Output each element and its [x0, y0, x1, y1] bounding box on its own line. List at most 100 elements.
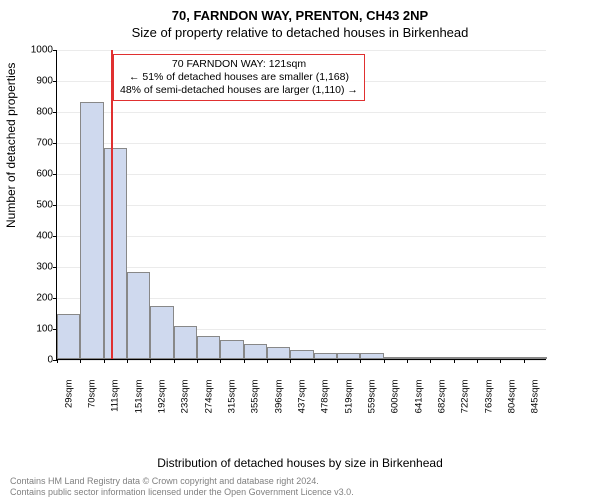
x-tick-label: 804sqm [507, 380, 518, 420]
y-tick [53, 81, 57, 82]
x-tick-label: 763sqm [483, 380, 494, 420]
x-axis-label: Distribution of detached houses by size … [0, 456, 600, 470]
x-tick-label: 641sqm [413, 380, 424, 420]
bar [337, 353, 360, 359]
bar [244, 344, 267, 360]
footer-line2: Contains public sector information licen… [10, 487, 354, 498]
bar [150, 306, 173, 359]
annotation-box: 70 FARNDON WAY: 121sqm← 51% of detached … [113, 54, 365, 101]
x-tick [477, 359, 478, 363]
x-tick [454, 359, 455, 363]
x-tick-label: 845sqm [530, 380, 541, 420]
annotation-line: ← 51% of detached houses are smaller (1,… [120, 71, 358, 84]
y-tick-label: 100 [27, 324, 53, 335]
plot-area: 0100200300400500600700800900100029sqm70s… [56, 50, 546, 360]
y-tick-label: 0 [27, 355, 53, 366]
x-tick-label: 437sqm [297, 380, 308, 420]
bar [290, 350, 313, 359]
annotation-line: 70 FARNDON WAY: 121sqm [120, 58, 358, 71]
x-tick [57, 359, 58, 363]
y-tick-label: 500 [27, 200, 53, 211]
x-tick [384, 359, 385, 363]
x-tick [197, 359, 198, 363]
x-tick-label: 192sqm [157, 380, 168, 420]
x-tick-label: 233sqm [180, 380, 191, 420]
x-tick-label: 519sqm [343, 380, 354, 420]
gridline [57, 112, 546, 113]
x-tick [407, 359, 408, 363]
gridline [57, 267, 546, 268]
x-tick [127, 359, 128, 363]
x-tick-label: 151sqm [133, 380, 144, 420]
bar [384, 357, 407, 359]
gridline [57, 50, 546, 51]
bar [454, 357, 477, 359]
gridline [57, 174, 546, 175]
y-tick-label: 700 [27, 138, 53, 149]
bar [500, 357, 523, 359]
y-tick-label: 400 [27, 231, 53, 242]
chart: 0100200300400500600700800900100029sqm70s… [56, 50, 574, 405]
x-tick [220, 359, 221, 363]
bar [174, 326, 197, 359]
y-tick [53, 267, 57, 268]
y-tick [53, 174, 57, 175]
bar [104, 148, 127, 359]
bar [430, 357, 453, 359]
x-tick-label: 274sqm [203, 380, 214, 420]
y-tick-label: 900 [27, 76, 53, 87]
bar [197, 336, 220, 359]
x-tick [314, 359, 315, 363]
annotation-line: 48% of semi-detached houses are larger (… [120, 84, 358, 97]
gridline [57, 236, 546, 237]
title-sub: Size of property relative to detached ho… [0, 23, 600, 46]
bar [477, 357, 500, 359]
gridline [57, 143, 546, 144]
y-tick-label: 1000 [27, 45, 53, 56]
bar [80, 102, 103, 359]
y-tick [53, 205, 57, 206]
x-tick [150, 359, 151, 363]
x-tick-label: 600sqm [390, 380, 401, 420]
x-tick-label: 682sqm [437, 380, 448, 420]
y-tick [53, 143, 57, 144]
x-tick [360, 359, 361, 363]
bar [407, 357, 430, 359]
x-tick [524, 359, 525, 363]
y-tick-label: 200 [27, 293, 53, 304]
x-tick-label: 722sqm [460, 380, 471, 420]
footer: Contains HM Land Registry data © Crown c… [10, 476, 354, 498]
x-tick-label: 559sqm [367, 380, 378, 420]
x-tick [337, 359, 338, 363]
x-tick [80, 359, 81, 363]
x-tick [104, 359, 105, 363]
bar [127, 272, 150, 359]
x-tick-label: 111sqm [110, 380, 121, 420]
y-tick [53, 112, 57, 113]
y-axis-label: Number of detached properties [4, 63, 18, 228]
y-tick-label: 800 [27, 107, 53, 118]
x-tick [174, 359, 175, 363]
y-tick-label: 600 [27, 169, 53, 180]
y-tick [53, 298, 57, 299]
x-tick [290, 359, 291, 363]
x-tick-label: 29sqm [63, 380, 74, 420]
title-main: 70, FARNDON WAY, PRENTON, CH43 2NP [0, 0, 600, 23]
x-tick-label: 70sqm [87, 380, 98, 420]
x-tick-label: 396sqm [273, 380, 284, 420]
bar [360, 353, 383, 359]
bar [267, 347, 290, 359]
y-tick [53, 50, 57, 51]
y-tick [53, 236, 57, 237]
x-tick [430, 359, 431, 363]
bar [220, 340, 243, 359]
bar [57, 314, 80, 359]
gridline [57, 360, 546, 361]
x-tick-label: 315sqm [227, 380, 238, 420]
y-tick-label: 300 [27, 262, 53, 273]
x-tick [500, 359, 501, 363]
gridline [57, 205, 546, 206]
x-tick [244, 359, 245, 363]
x-tick-label: 478sqm [320, 380, 331, 420]
footer-line1: Contains HM Land Registry data © Crown c… [10, 476, 354, 487]
